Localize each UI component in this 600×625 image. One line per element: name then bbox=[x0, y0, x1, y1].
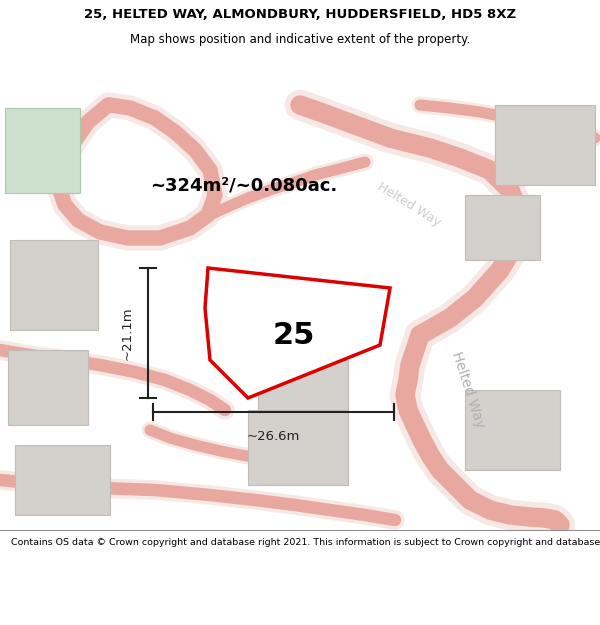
Text: Helted Way: Helted Way bbox=[375, 181, 443, 229]
Bar bbox=[258, 360, 348, 410]
Text: Contains OS data © Crown copyright and database right 2021. This information is : Contains OS data © Crown copyright and d… bbox=[11, 538, 600, 547]
Bar bbox=[5, 108, 80, 193]
Bar bbox=[465, 195, 540, 260]
Text: Map shows position and indicative extent of the property.: Map shows position and indicative extent… bbox=[130, 34, 470, 46]
Text: Helted Way: Helted Way bbox=[449, 350, 487, 430]
Bar bbox=[248, 410, 348, 485]
Polygon shape bbox=[205, 268, 390, 398]
Bar bbox=[495, 105, 595, 185]
Text: ~26.6m: ~26.6m bbox=[247, 430, 300, 443]
Text: 25, HELTED WAY, ALMONDBURY, HUDDERSFIELD, HD5 8XZ: 25, HELTED WAY, ALMONDBURY, HUDDERSFIELD… bbox=[84, 9, 516, 21]
Text: 25: 25 bbox=[272, 321, 314, 351]
Bar bbox=[8, 350, 88, 425]
Text: ~21.1m: ~21.1m bbox=[121, 306, 134, 360]
Bar bbox=[10, 240, 98, 330]
Bar bbox=[15, 445, 110, 515]
Bar bbox=[465, 390, 560, 470]
Bar bbox=[248, 288, 356, 353]
Text: ~324m²/~0.080ac.: ~324m²/~0.080ac. bbox=[150, 176, 337, 194]
